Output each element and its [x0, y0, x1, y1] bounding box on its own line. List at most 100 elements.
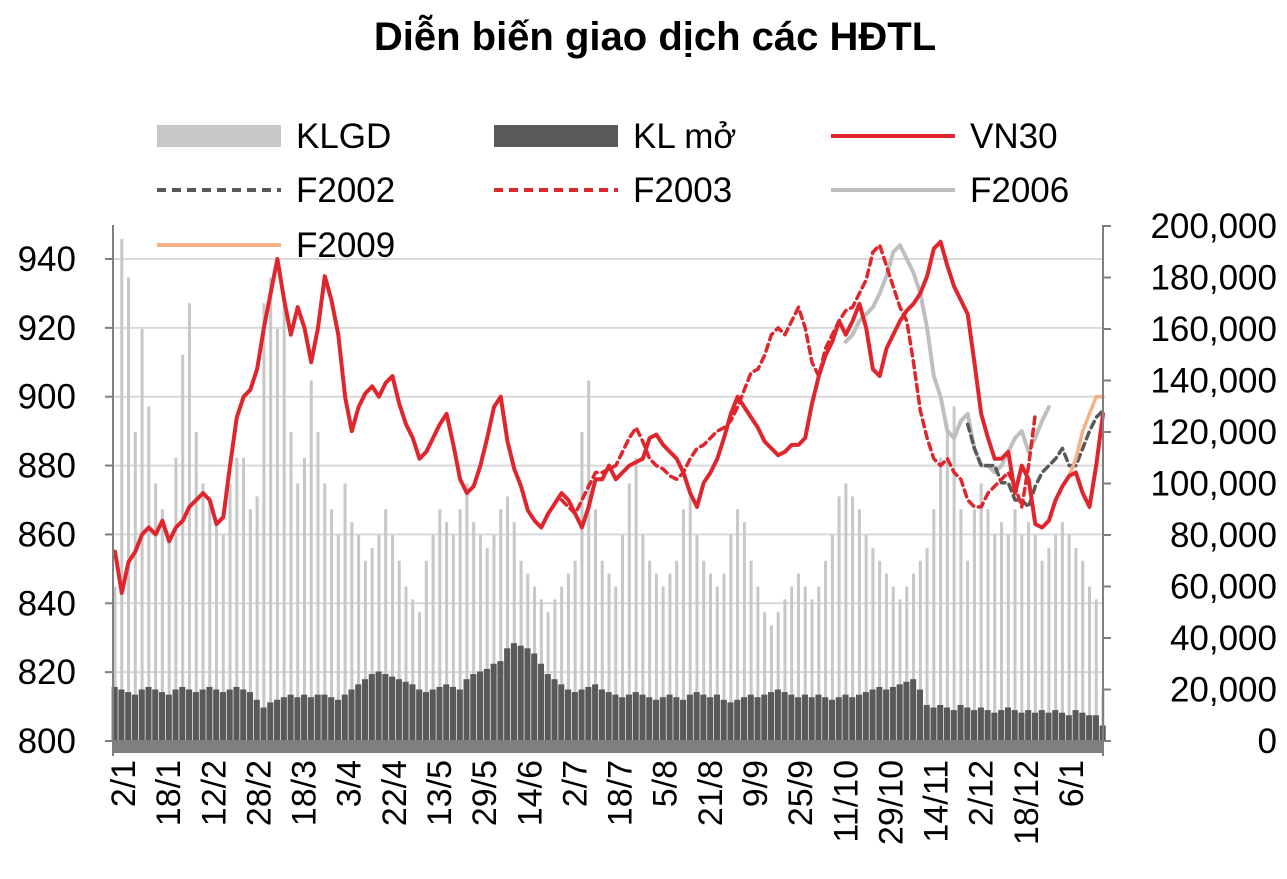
- klmo-bar: [362, 679, 369, 741]
- klgd-bar: [221, 535, 225, 741]
- klgd-bar: [350, 522, 354, 741]
- klmo-bar: [605, 692, 612, 741]
- klmo-bar: [179, 686, 186, 741]
- klmo-bar: [111, 686, 118, 741]
- klgd-bar: [1060, 522, 1064, 741]
- klgd-bar: [580, 432, 584, 741]
- y-right-tick-label: 180,000: [1150, 259, 1277, 298]
- klgd-bar: [302, 457, 307, 741]
- legend-label-f2003: F2003: [633, 171, 732, 210]
- klmo-bar: [544, 674, 551, 741]
- klgd-bar: [905, 586, 909, 741]
- klgd-bar: [113, 586, 117, 741]
- klmo-bar: [165, 694, 172, 741]
- klgd-bar: [397, 560, 401, 741]
- klgd-bar: [972, 509, 976, 741]
- klgd-bar: [837, 496, 841, 741]
- klgd-bar: [560, 586, 564, 741]
- klgd-bar: [472, 522, 476, 741]
- klmo-bar: [896, 684, 903, 741]
- klmo-bar: [639, 694, 646, 741]
- klgd-bar: [810, 599, 814, 741]
- klgd-bar: [431, 535, 435, 741]
- x-tick-label: 2/12: [963, 760, 1001, 826]
- klgd-bar: [830, 535, 834, 741]
- klmo-bar: [449, 686, 457, 741]
- y-left-tick-label: 920: [18, 309, 76, 348]
- klmo-bar: [903, 681, 910, 741]
- klmo-bar: [612, 694, 619, 741]
- klmo-bar: [815, 694, 822, 741]
- klmo-bar: [666, 694, 673, 741]
- klgd-bar: [296, 483, 300, 741]
- vn30-line: [113, 239, 1105, 595]
- klgd-bar: [600, 560, 604, 741]
- x-tick-label: 14/6: [511, 760, 549, 826]
- klmo-bar: [1045, 712, 1052, 741]
- klgd-bar: [824, 560, 828, 741]
- klgd-bar: [891, 586, 895, 741]
- klgd-bar: [370, 547, 374, 741]
- klgd-bar: [417, 612, 422, 741]
- klmo-bar: [1092, 715, 1099, 741]
- klgd-bar: [979, 483, 983, 741]
- klmo-bar: [673, 697, 680, 741]
- x-tick-label: 6/1: [1053, 760, 1091, 807]
- klmo-bar: [551, 679, 558, 741]
- klmo-bar: [260, 707, 267, 741]
- y-left-tick-label: 800: [18, 722, 76, 761]
- klmo-bar: [118, 689, 125, 741]
- klgd-bar: [357, 535, 361, 741]
- price-lines: [113, 239, 1105, 595]
- klgd-bar: [499, 509, 503, 741]
- klmo-bar: [409, 684, 416, 741]
- klgd-bar: [573, 560, 577, 741]
- x-tick-label: 29/10: [872, 760, 910, 845]
- klgd-bar: [884, 573, 888, 741]
- klmo-bar: [280, 697, 287, 741]
- klgd-bar: [1054, 535, 1058, 741]
- klmo-bar: [382, 674, 389, 741]
- klmo-bar: [348, 689, 355, 741]
- klgd-bar: [742, 522, 746, 741]
- x-tick-label: 13/5: [421, 760, 459, 826]
- klgd-bar: [878, 560, 882, 741]
- x-tick-label: 22/4: [376, 760, 414, 826]
- legend-label-f2009: F2009: [296, 226, 395, 265]
- legend-label-f2006: F2006: [970, 171, 1069, 210]
- klmo-bar: [504, 648, 511, 741]
- klgd-bar: [485, 547, 489, 741]
- klmo-bar: [253, 699, 260, 741]
- klgd-bar: [668, 573, 672, 741]
- klmo-bar: [233, 686, 240, 741]
- klmo-bar: [334, 699, 342, 741]
- klgd-bar: [729, 535, 733, 741]
- klmo-bar: [1018, 712, 1025, 741]
- klmo-bar: [734, 699, 741, 741]
- klgd-bar: [133, 432, 137, 741]
- klgd-bar: [1047, 547, 1051, 741]
- klgd-bar: [445, 522, 449, 741]
- klgd-bar: [411, 599, 415, 741]
- klmo-bars: [111, 643, 1106, 753]
- x-tick-label: 25/9: [782, 760, 820, 826]
- klgd-bar: [966, 560, 970, 741]
- legend-item-vn30: VN30: [831, 117, 1058, 156]
- klmo-bar: [341, 694, 348, 741]
- klmo-bar: [490, 663, 497, 741]
- klgd-bar: [181, 354, 185, 741]
- x-tick-label: 18/12: [1008, 760, 1046, 845]
- klgd-bar: [451, 535, 455, 741]
- klmo-bar: [524, 648, 531, 741]
- x-tick-label: 12/2: [195, 760, 233, 826]
- klgd-bar: [289, 432, 293, 741]
- klmo-bar: [693, 692, 700, 741]
- klmo-bar: [355, 684, 362, 741]
- klmo-bar: [916, 689, 923, 741]
- y-right-tick-label: 160,000: [1150, 310, 1277, 349]
- klmo-bar: [321, 694, 328, 741]
- klmo-bar: [199, 689, 206, 741]
- klgd-bar: [438, 509, 442, 741]
- klgd-bar: [478, 535, 482, 741]
- klgd-bar: [681, 509, 685, 741]
